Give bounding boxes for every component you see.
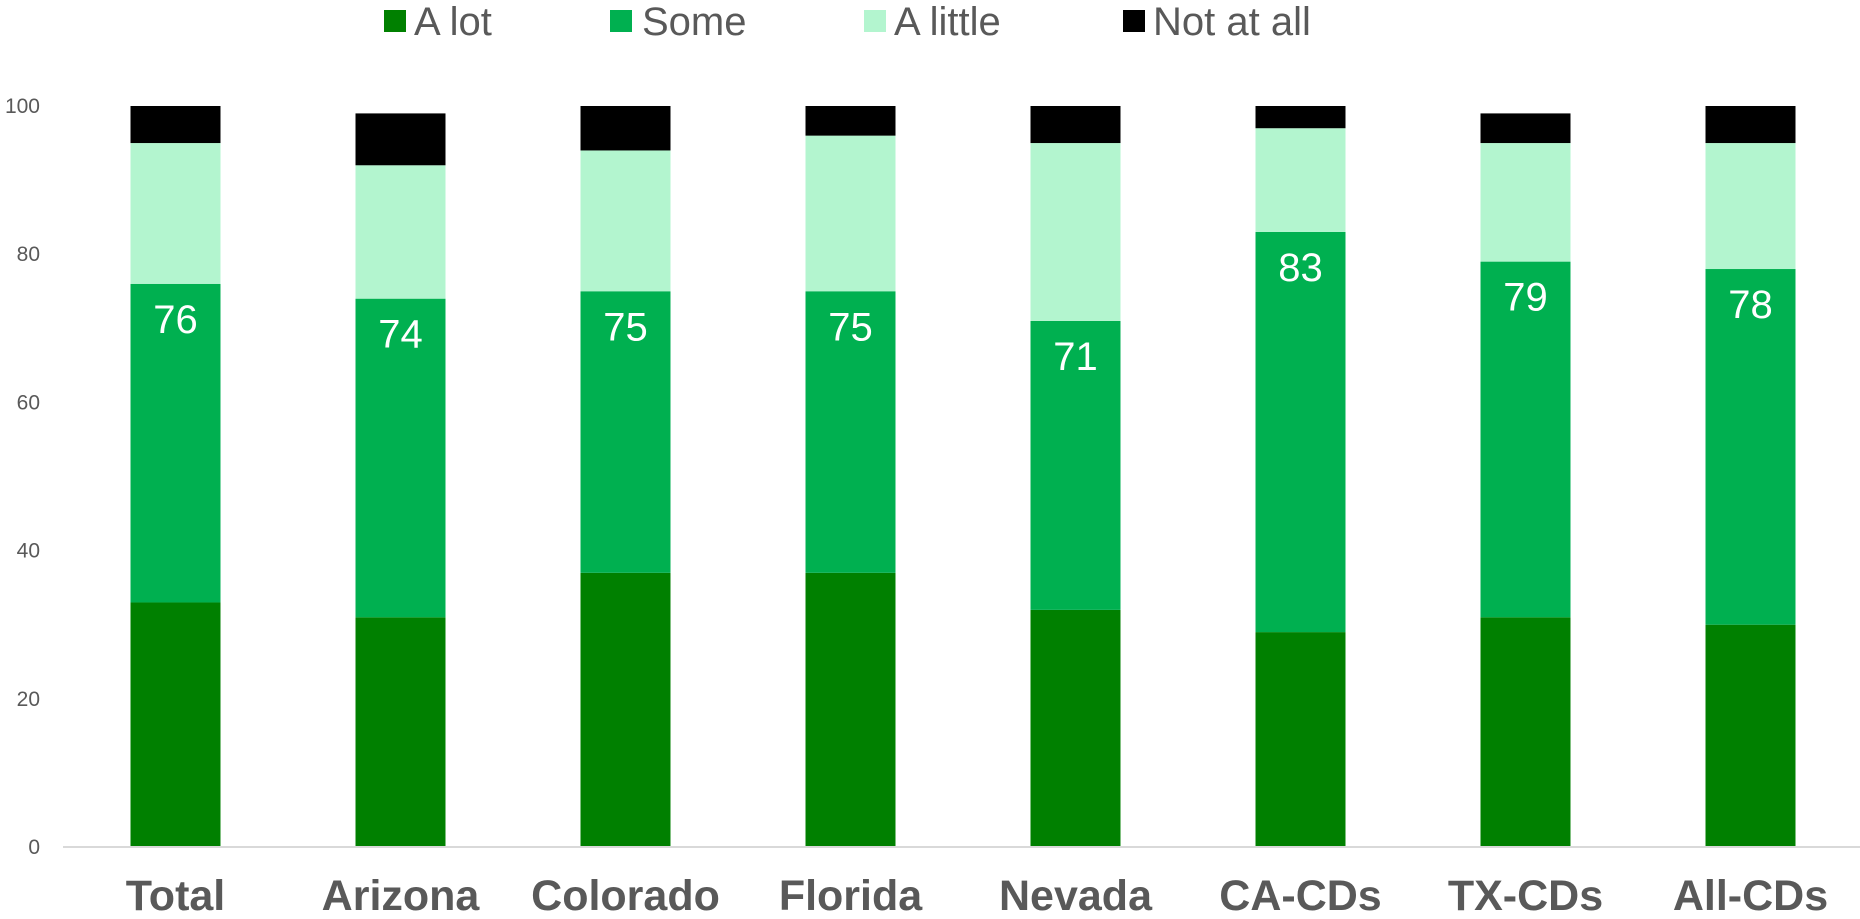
x-category-label-3: Florida [779, 872, 923, 919]
bar-segment-3-2 [805, 135, 896, 292]
bar-segment-2-1 [580, 291, 671, 573]
data-label-6: 79 [1503, 276, 1548, 320]
x-category-label-0: Total [126, 872, 226, 919]
y-tick-label-3: 60 [17, 391, 40, 414]
legend-label-1: Some [642, 0, 747, 44]
legend-swatch-1 [610, 10, 632, 32]
legend-swatch-2 [864, 10, 886, 32]
bar-segment-4-3 [1030, 106, 1121, 144]
x-category-label-6: TX-CDs [1448, 872, 1603, 919]
data-label-4: 71 [1053, 335, 1098, 379]
bar-segment-2-3 [580, 106, 671, 151]
legend-label-0: A lot [414, 0, 492, 44]
data-label-2: 75 [603, 305, 648, 349]
legend-label-3: Not at all [1153, 0, 1311, 44]
bar-segment-2-2 [580, 150, 671, 292]
bar-segment-6-3 [1480, 113, 1571, 144]
bar-segment-0-0 [130, 602, 221, 847]
data-labels: 76 74 75 75 71 83 79 78 [153, 246, 1773, 379]
bar-segment-4-1 [1030, 320, 1121, 610]
bar-segment-7-2 [1705, 143, 1796, 270]
x-category-label-7: All-CDs [1673, 872, 1828, 919]
bar-segment-3-0 [805, 572, 896, 847]
bar-segment-3-3 [805, 106, 896, 136]
bar-segment-5-0 [1255, 632, 1346, 847]
y-tick-label-0: 0 [28, 836, 40, 859]
bar-segment-0-3 [130, 106, 221, 144]
legend-swatch-3 [1123, 10, 1145, 32]
bar-segment-6-2 [1480, 143, 1571, 262]
bar-segment-7-1 [1705, 269, 1796, 625]
bar-segment-4-2 [1030, 143, 1121, 321]
bar-segment-1-1 [355, 298, 446, 618]
bar-segment-4-0 [1030, 609, 1121, 847]
bar-segment-1-3 [355, 113, 446, 166]
data-label-7: 78 [1728, 283, 1773, 327]
data-label-5: 83 [1278, 246, 1323, 290]
x-axis-labels: Total Arizona Colorado Florida Nevada CA-CDs T… [126, 872, 1828, 919]
bar-segment-5-2 [1255, 128, 1346, 232]
bar-segment-5-1 [1255, 231, 1346, 633]
x-category-label-5: CA-CDs [1219, 872, 1381, 919]
data-label-0: 76 [153, 298, 198, 342]
x-category-label-4: Nevada [999, 872, 1153, 919]
bar-segment-6-1 [1480, 261, 1571, 618]
y-tick-label-5: 100 [5, 95, 40, 118]
y-tick-label-4: 80 [17, 243, 40, 266]
legend-label-2: A little [894, 0, 1001, 44]
bar-segment-5-3 [1255, 106, 1346, 129]
data-label-3: 75 [828, 305, 873, 349]
bar-segment-2-0 [580, 572, 671, 847]
x-category-label-2: Colorado [531, 872, 720, 919]
bar-segment-1-2 [355, 165, 446, 299]
x-category-label-1: Arizona [322, 872, 481, 919]
y-axis: 0 20 40 60 80 100 [5, 95, 40, 859]
data-label-1: 74 [378, 313, 423, 357]
bars [130, 106, 1796, 847]
bar-segment-0-1 [130, 283, 221, 603]
bar-segment-1-0 [355, 617, 446, 847]
y-tick-label-1: 20 [17, 688, 40, 711]
bar-segment-7-3 [1705, 106, 1796, 144]
legend-swatch-0 [384, 10, 406, 32]
bar-segment-0-2 [130, 143, 221, 284]
bar-segment-7-0 [1705, 624, 1796, 847]
y-tick-label-2: 40 [17, 540, 40, 563]
bar-segment-3-1 [805, 291, 896, 573]
bar-segment-6-0 [1480, 617, 1571, 847]
legend: A lot Some A little Not at all [384, 0, 1311, 44]
